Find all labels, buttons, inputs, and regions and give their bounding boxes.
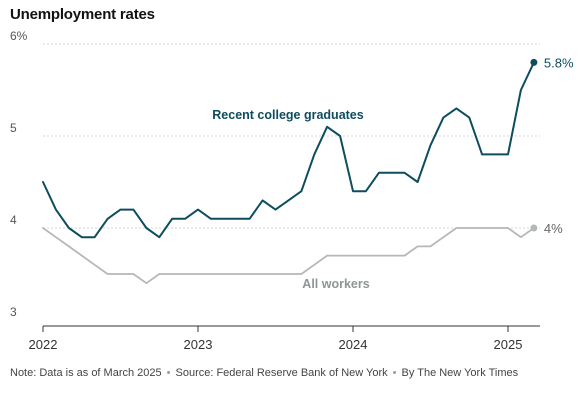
x-tick-label-2: 2024 (339, 337, 368, 352)
x-tick-label-0: 2022 (29, 337, 58, 352)
x-axis: 2022 2023 2024 2025 (29, 325, 540, 352)
separator-2: • (392, 367, 397, 379)
source-text: Source: Federal Reserve Bank of New York (175, 367, 388, 379)
credit-text: By The New York Times (401, 367, 519, 379)
y-axis: 3 4 5 6% (10, 29, 28, 319)
separator-1: • (166, 367, 171, 379)
series-line-0 (42, 61, 535, 239)
footer-note: Note: Data is as of March 2025 • Source: F… (10, 367, 518, 379)
series-endpoint-1 (530, 224, 538, 232)
series-line-1 (42, 227, 535, 285)
x-tick-label-3: 2025 (494, 337, 523, 352)
series-end-label-0: 5.8% (544, 55, 574, 70)
y-tick-label-2: 5 (10, 121, 17, 135)
note-text: Note: Data is as of March 2025 (10, 367, 162, 379)
series-name-label-1: All workers (302, 277, 369, 291)
series-name-label-0: Recent college graduates (212, 108, 363, 122)
gridlines (43, 43, 540, 229)
x-tick-label-1: 2023 (184, 337, 213, 352)
y-tick-label-0: 3 (10, 305, 17, 319)
series-end-label-1: 4% (544, 221, 563, 236)
series-endpoint-0 (530, 58, 538, 66)
chart-title: Unemployment rates (10, 6, 155, 23)
series-group (42, 58, 538, 285)
y-tick-label-3: 6% (10, 29, 28, 43)
series-labels: 4% 5.8% Recent college graduates All worker… (212, 55, 574, 291)
y-tick-label-1: 4 (10, 213, 17, 227)
